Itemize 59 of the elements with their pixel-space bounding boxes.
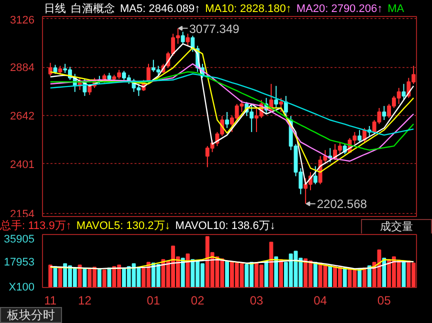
candlestick — [180, 31, 185, 44]
chart-subtitle: 白酒概念 — [71, 2, 115, 17]
y-tick-label: 2401 — [10, 158, 35, 171]
candlestick — [358, 130, 362, 143]
bar — [269, 242, 274, 288]
text: 总手: 113.9万↑ — [0, 220, 72, 232]
text: MA20: 2790.206↑ — [296, 2, 383, 17]
chart-title: 日线 — [44, 2, 66, 17]
bar — [274, 256, 278, 288]
bar — [97, 268, 102, 288]
text: MA — [388, 2, 404, 17]
x-tick-label: 01 — [146, 294, 160, 308]
x-tick-label: 12 — [78, 294, 92, 308]
candlestick — [382, 105, 386, 121]
candlestick — [58, 65, 62, 76]
candlestick — [313, 166, 318, 185]
bar — [58, 266, 62, 288]
y-tick-label: 17953 — [4, 256, 35, 268]
bar — [328, 265, 332, 288]
x-tick-label: 04 — [314, 294, 328, 308]
x-tick-label: 05 — [377, 294, 392, 308]
candlestick — [284, 95, 288, 116]
y-tick-label: 2642 — [10, 110, 35, 123]
bar — [358, 268, 362, 288]
y-tick-label: 35905 — [4, 234, 35, 246]
bar — [48, 264, 52, 288]
bar — [82, 267, 87, 288]
bar — [362, 267, 366, 288]
text: MAVOL10: 138.6万↓ — [175, 219, 276, 234]
text: 成交量 — [361, 219, 432, 236]
bar — [382, 258, 386, 288]
bar — [102, 270, 106, 288]
bar — [225, 260, 230, 288]
y-tick-label: 2884 — [10, 62, 35, 74]
annotation: 2202.568 — [316, 197, 368, 212]
bar — [78, 264, 82, 288]
text: MA10: 2828.180↑ — [205, 2, 292, 17]
bar — [313, 262, 318, 288]
bar — [367, 265, 372, 288]
candlestick — [225, 111, 230, 129]
candlestick — [402, 83, 406, 100]
bar — [342, 267, 347, 288]
bar — [279, 259, 284, 288]
bar — [186, 254, 190, 288]
candlestick — [274, 85, 278, 108]
x-tick-label: 11 — [44, 294, 57, 308]
annotation: 3077.349 — [189, 22, 240, 36]
candlestick — [186, 33, 190, 46]
text: 板块分时 — [0, 307, 62, 323]
text: MAVOL5: 130.2万↓ — [76, 219, 170, 234]
bar — [264, 260, 268, 288]
y-tick-label: 3126 — [10, 14, 35, 26]
x-tick-label: 02 — [190, 294, 205, 308]
line-series — [50, 259, 414, 270]
x-tick-label: 03 — [250, 294, 264, 308]
candlestick — [279, 97, 284, 112]
y-tick-label: X100 — [8, 282, 35, 294]
candlestick — [48, 62, 52, 76]
text: MA5: 2846.089↑ — [120, 2, 200, 17]
